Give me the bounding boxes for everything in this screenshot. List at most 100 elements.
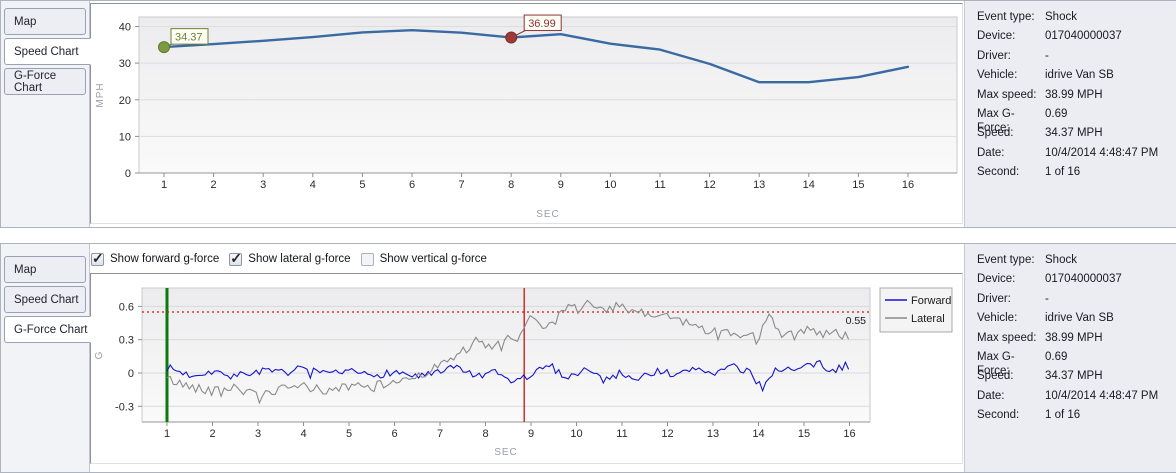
svg-text:40: 40 xyxy=(119,22,131,34)
svg-text:8: 8 xyxy=(482,428,488,440)
checkbox-icon[interactable]: ✓ xyxy=(229,249,243,266)
svg-text:0.6: 0.6 xyxy=(119,301,134,313)
y-axis-label: G xyxy=(94,351,105,360)
info-row: Second: 1 of 16 xyxy=(977,165,1176,184)
info-row: Max speed: 38.99 MPH xyxy=(977,88,1176,107)
svg-text:2: 2 xyxy=(211,179,217,191)
info-row: Device: 017040000037 xyxy=(977,272,1176,291)
info-row: Driver: - xyxy=(977,292,1176,311)
info-row: Event type: Shock xyxy=(977,253,1176,272)
checkbox-label: Show lateral g-force xyxy=(248,253,351,265)
legend-label: Forward xyxy=(911,295,951,307)
info-label: Second: xyxy=(977,166,1020,179)
speed-chart-panel: Map Speed Chart G-Force Chart 0 10 20 30 40 1… xyxy=(0,0,1176,228)
info-value: idrive Van SB xyxy=(1045,69,1114,82)
svg-text:16: 16 xyxy=(902,179,914,191)
svg-text:5: 5 xyxy=(359,179,365,191)
checkbox-icon[interactable] xyxy=(360,252,374,266)
svg-text:6: 6 xyxy=(409,179,415,191)
svg-text:8: 8 xyxy=(508,179,514,191)
y-axis-label: MPH xyxy=(95,82,106,107)
checkbox-label: Show vertical g-force xyxy=(379,253,487,265)
tab-speed-chart[interactable]: Speed Chart xyxy=(4,38,91,65)
gforce-chart-panel: Map Speed Chart G-Force Chart ✓ Show for… xyxy=(0,243,1176,473)
svg-text:15: 15 xyxy=(852,179,864,191)
marker-label-box xyxy=(523,14,562,32)
x-axis-label: SEC xyxy=(494,447,518,458)
svg-text:0.3: 0.3 xyxy=(119,335,134,347)
show-vertical-gforce-checkbox[interactable]: Show vertical g-force xyxy=(360,252,487,266)
info-value: Shock xyxy=(1045,11,1077,23)
lateral-line xyxy=(166,299,850,405)
svg-text:30: 30 xyxy=(119,58,131,70)
marker-label-box xyxy=(170,28,209,45)
svg-text:5: 5 xyxy=(346,428,352,440)
svg-text:12: 12 xyxy=(703,179,715,191)
svg-text:3: 3 xyxy=(260,179,266,191)
info-label: Speed: xyxy=(977,127,1014,140)
check-icon: ✓ xyxy=(230,249,243,266)
legend: Forward Lateral xyxy=(879,287,953,333)
tab-speed-chart[interactable]: Speed Chart xyxy=(4,286,86,313)
info-value: 1 of 16 xyxy=(1045,409,1081,422)
svg-text:20: 20 xyxy=(119,95,131,107)
info-label: Date: xyxy=(977,146,1005,159)
info-value: 017040000037 xyxy=(1045,30,1122,43)
top-tab-strip: Map Speed Chart G-Force Chart xyxy=(1,1,91,227)
svg-text:4: 4 xyxy=(310,179,316,191)
svg-text:7: 7 xyxy=(459,179,465,191)
info-label: Max G-Force: xyxy=(977,350,1015,377)
info-label: Max speed: xyxy=(977,331,1037,344)
info-label: Device: xyxy=(977,273,1016,286)
gforce-chart[interactable]: -0.3 0 0.3 0.6 1 2 3 4 5 6 7 8 9 10 11 12 13 14 15 16 G SEC 0.… xyxy=(90,273,963,464)
tab-gforce-chart[interactable]: G-Force Chart xyxy=(4,68,86,95)
info-value: 34.37 MPH xyxy=(1045,370,1103,383)
show-lateral-gforce-checkbox[interactable]: ✓ Show lateral g-force xyxy=(229,249,351,266)
speed-line xyxy=(162,29,910,84)
info-value: 38.99 MPH xyxy=(1045,88,1103,101)
info-value: 34.37 MPH xyxy=(1045,127,1103,140)
info-value: - xyxy=(1045,292,1049,305)
info-panel: Event type: Shock Device: 017040000037 Drive… xyxy=(964,244,1176,472)
info-row: Max speed: 38.99 MPH xyxy=(977,331,1176,350)
svg-text:16: 16 xyxy=(843,428,855,440)
forward-line xyxy=(166,359,850,393)
svg-text:7: 7 xyxy=(437,428,443,440)
tab-map[interactable]: Map xyxy=(4,8,86,35)
checkbox-icon[interactable]: ✓ xyxy=(91,250,104,266)
info-panel: Event type: Shock Device: 017040000037 Drive… xyxy=(964,1,1176,227)
svg-text:14: 14 xyxy=(752,428,764,440)
svg-text:11: 11 xyxy=(654,179,665,191)
info-label: Driver: xyxy=(977,49,1011,62)
info-value: 0.69 xyxy=(1045,350,1068,363)
info-label: Max G-Force: xyxy=(977,107,1015,134)
show-forward-gforce-checkbox[interactable]: ✓ Show forward g-force xyxy=(91,250,220,266)
svg-text:9: 9 xyxy=(558,179,564,191)
svg-text:11: 11 xyxy=(616,428,627,440)
info-label: Vehicle: xyxy=(977,69,1018,82)
marker-label: 34.37 xyxy=(175,32,203,44)
info-row: Event type: Shock xyxy=(977,10,1176,29)
marker-label: 36.99 xyxy=(528,18,556,30)
svg-text:13: 13 xyxy=(707,428,719,440)
speed-chart[interactable]: 0 10 20 30 40 1 2 3 4 5 6 7 8 9 10 11 12 13 14 15 16 MPH SEC 34… xyxy=(90,3,963,224)
info-value: 10/4/2014 4:48:47 PM xyxy=(1045,389,1159,402)
info-row: Vehicle: idrive Van SB xyxy=(977,311,1176,330)
info-label: Max speed: xyxy=(977,88,1037,101)
bottom-tab-strip: Map Speed Chart G-Force Chart xyxy=(1,244,91,472)
info-value: 0.69 xyxy=(1045,107,1068,120)
info-value: - xyxy=(1045,49,1049,62)
info-label: Device: xyxy=(977,30,1016,43)
info-row: Second: 1 of 16 xyxy=(977,408,1176,427)
info-row: Vehicle: idrive Van SB xyxy=(977,68,1176,87)
svg-text:0: 0 xyxy=(128,368,134,380)
tab-map[interactable]: Map xyxy=(4,256,86,283)
tab-gforce-chart[interactable]: G-Force Chart xyxy=(4,316,91,343)
checkbox-label: Show forward g-force xyxy=(110,253,220,265)
info-value: 38.99 MPH xyxy=(1045,331,1103,344)
speed-marker xyxy=(158,41,170,54)
info-row: Speed: 34.37 MPH xyxy=(977,126,1176,145)
info-row: Device: 017040000037 xyxy=(977,29,1176,48)
legend-label: Lateral xyxy=(911,313,945,325)
info-label: Date: xyxy=(977,389,1005,402)
